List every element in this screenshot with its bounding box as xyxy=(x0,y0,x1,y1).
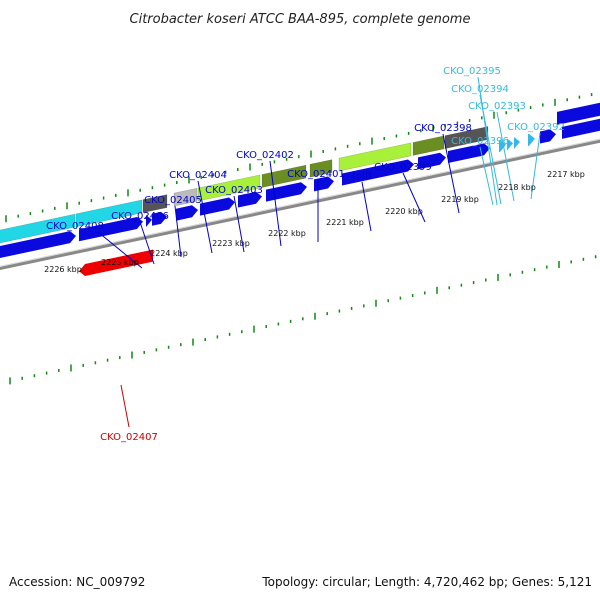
label-leader-line xyxy=(233,195,245,253)
gene-label: CKO_02395 xyxy=(443,66,501,77)
small-gene-arrow xyxy=(528,133,535,147)
label-leader-line xyxy=(361,181,372,232)
map-title: Citrobacter koseri ATCC BAA-895, complet… xyxy=(130,12,471,27)
tick-label: 2223 kbp xyxy=(212,239,250,248)
small-gene-arrow xyxy=(514,137,520,150)
tick-label: 2221 kbp xyxy=(326,218,364,227)
tick-label: 2222 kbp xyxy=(268,229,306,238)
cog-feature-segment xyxy=(197,174,261,202)
cog-feature-segment xyxy=(0,213,76,244)
reverse-gene-arrow xyxy=(79,249,153,276)
forward-gene-arrow xyxy=(238,191,262,208)
label-leaders xyxy=(97,76,541,428)
cog-feature-segment xyxy=(309,159,333,178)
forward-gene-arrow xyxy=(342,159,414,186)
backbone-line xyxy=(0,138,600,270)
tick-label: 2217 kbp xyxy=(547,170,585,179)
label-leader-line xyxy=(477,76,498,206)
label-leader-line xyxy=(197,180,213,254)
tick-label: 2224 kbp xyxy=(150,249,188,258)
edge-gene-block xyxy=(562,118,600,139)
gene-label: CKO_02394 xyxy=(451,84,509,95)
label-leader-line xyxy=(402,172,426,223)
gene-label: tolB xyxy=(352,171,372,182)
forward-gene-arrow xyxy=(266,182,307,202)
label-leader-line xyxy=(496,111,515,202)
tick-marks xyxy=(5,93,597,385)
tick-label: 2219 kbp xyxy=(441,195,479,204)
forward-gene-arrow xyxy=(79,216,143,242)
label-leader-line xyxy=(269,160,282,247)
gene-label: CKO_02406 xyxy=(111,211,169,222)
tick-label: 2220 kbp xyxy=(385,207,423,216)
tick-label: 2218 kbp xyxy=(498,183,536,192)
forward-gene-arrow xyxy=(314,176,334,192)
forward-gene-arrow xyxy=(176,205,198,221)
tick-label: 2225 kbp xyxy=(101,258,139,267)
forward-gene-arrow xyxy=(152,211,167,226)
small-gene-arrow xyxy=(499,140,506,153)
gene-label: CKO_02405 xyxy=(144,195,202,206)
gene-label: CKO_02396 xyxy=(451,136,509,147)
forward-gene-arrow xyxy=(540,129,556,144)
gene-label: CKO_02402 xyxy=(236,150,294,161)
gene-label: CKO_02403 xyxy=(205,185,263,196)
cog-feature-segment xyxy=(142,194,168,213)
feature-tracks xyxy=(0,102,600,276)
cog-feature-segment xyxy=(75,199,143,228)
genome-summary-text: Topology: circular; Length: 4,720,462 bp… xyxy=(261,575,592,589)
cog-feature-segment xyxy=(173,187,198,207)
label-leader-line xyxy=(479,146,494,206)
gene-label: CKO_02392 xyxy=(507,122,565,133)
tick-label: 2226 kbp xyxy=(44,265,82,274)
cog-feature-segment xyxy=(338,142,412,172)
label-leader-line xyxy=(530,132,541,200)
cog-feature-segment xyxy=(412,135,445,156)
gene-labels: 2226 kbp 2225 kbp 2224 kbp 2223 kbp 2222 kbp… xyxy=(44,66,585,443)
gene-label: CKO_02399 xyxy=(374,162,432,173)
label-leader-line xyxy=(120,384,130,428)
forward-gene-arrow xyxy=(448,143,490,164)
gene-label: CKO_02404 xyxy=(169,170,227,181)
forward-gene-arrow xyxy=(200,197,235,216)
label-leader-line xyxy=(174,205,182,258)
backbone xyxy=(0,138,600,270)
gene-label: CKO_02398 xyxy=(414,123,472,134)
accession-text: Accession: NC_009792 xyxy=(9,575,145,589)
forward-gene-arrow xyxy=(418,152,446,170)
label-leader-line xyxy=(442,133,460,214)
gene-label: CKO_02401 xyxy=(287,169,345,180)
edge-gene-block xyxy=(557,102,600,125)
small-gene-arrow xyxy=(507,138,513,151)
gene-label: CKO_02408 xyxy=(46,221,104,232)
forward-gene-arrow xyxy=(0,231,76,258)
gene-label: CKO_02393 xyxy=(468,101,526,112)
label-leader-line xyxy=(139,221,155,265)
gene-label: CKO_02407 xyxy=(100,432,158,443)
forward-gene-arrow xyxy=(146,215,152,228)
label-leader-line xyxy=(97,231,143,269)
label-leader-line xyxy=(479,94,502,205)
